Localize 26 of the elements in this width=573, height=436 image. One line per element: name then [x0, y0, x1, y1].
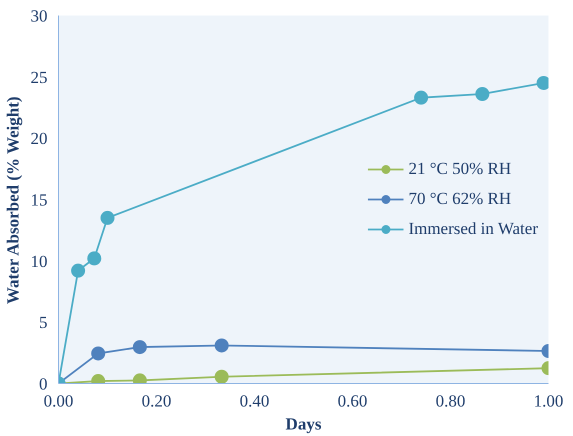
y-tick-label: 5	[39, 313, 48, 332]
point	[100, 210, 114, 225]
y-tick-label: 30	[30, 6, 48, 26]
y-tick-label: 0	[39, 374, 48, 394]
x-axis-title: Days	[286, 414, 322, 434]
point	[214, 338, 229, 352]
y-tick-label: 10	[30, 252, 48, 271]
point	[475, 87, 490, 101]
legend-label: Immersed in Water	[408, 219, 538, 239]
x-tick-label: 0.20	[142, 392, 172, 410]
x-tick-label: 0.40	[240, 392, 270, 410]
legend-label: 70 °C 62% RH	[408, 189, 512, 209]
y-tick-label: 25	[30, 68, 48, 87]
point	[91, 346, 106, 360]
x-tick-label: 0.60	[338, 392, 368, 410]
x-tick-label: 0.80	[436, 392, 466, 410]
point	[87, 251, 102, 266]
x-tick-label: 0.00	[44, 392, 74, 410]
x-tick-label: 1.00	[534, 392, 564, 410]
y-tick-label: 20	[30, 129, 48, 148]
point	[132, 340, 147, 354]
y-axis-title: Water Absorbed (% Weight)	[4, 96, 22, 304]
y-tick-label: 15	[30, 190, 48, 210]
legend-label: 21 °C 50% RH	[408, 159, 512, 179]
point	[414, 90, 428, 105]
point	[71, 264, 86, 278]
